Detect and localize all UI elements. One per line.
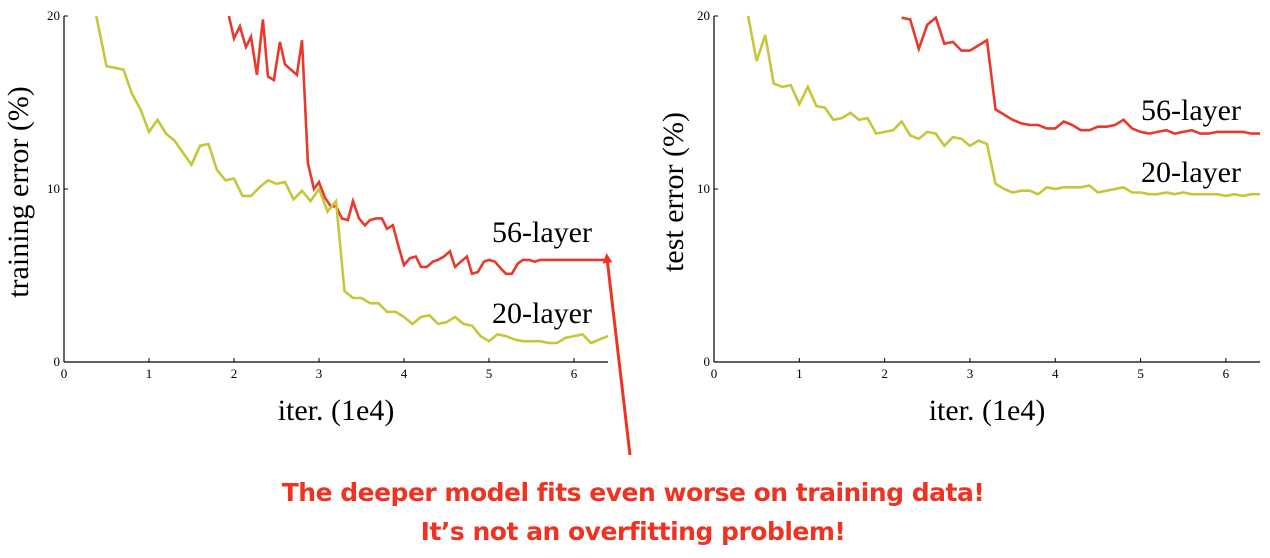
training-x-tick-label: 2 [231, 366, 238, 381]
annotation-arrow [602, 253, 632, 456]
training-x-tick-label: 1 [146, 366, 153, 381]
training-error-chart: 0 1 2 3 4 5 6 0 10 20 iter. (1e4) training error (%… [2, 8, 609, 427]
test-x-tick-label: 5 [1137, 366, 1144, 381]
training-y-tick-label: 10 [47, 181, 60, 196]
training-series-label-20-layer: 20-layer [492, 297, 592, 330]
test-x-axis-label: iter. (1e4) [929, 394, 1046, 427]
test-series-label-56-layer: 56-layer [1141, 94, 1241, 127]
training-x-axis-label: iter. (1e4) [278, 394, 395, 427]
test-x-tick-label: 3 [967, 366, 974, 381]
training-series-line-56-layer [227, 15, 608, 276]
training-series-label-56-layer: 56-layer [492, 216, 592, 249]
training-y-tick-label: 20 [47, 8, 60, 23]
training-x-tick-label: 3 [316, 366, 323, 381]
test-x-tick-label: 0 [711, 366, 718, 381]
training-x-tick-label: 0 [61, 366, 68, 381]
test-y-tick-label: 20 [697, 8, 710, 23]
training-x-tick-label: 5 [486, 366, 493, 381]
test-y-tick-label: 0 [704, 354, 711, 369]
test-y-axis-label: test error (%) [657, 112, 690, 272]
annotation-line-1: The deeper model fits even worse on trai… [282, 478, 985, 507]
test-series-line-56-layer [901, 15, 1260, 135]
test-y-tick-label: 10 [697, 181, 710, 196]
training-x-tick-label: 6 [571, 366, 578, 381]
test-x-tick-label: 1 [796, 366, 803, 381]
training-y-axis-label: training error (%) [2, 86, 35, 298]
test-x-tick-label: 2 [881, 366, 888, 381]
test-x-tick-label: 4 [1052, 366, 1059, 381]
training-y-tick-label: 0 [54, 354, 61, 369]
test-x-tick-label: 6 [1223, 366, 1230, 381]
test-series-label-20-layer: 20-layer [1141, 156, 1241, 189]
training-x-tick-label: 4 [401, 366, 408, 381]
test-series-line-20-layer [746, 15, 1260, 198]
training-series-line-20-layer [95, 15, 609, 345]
annotation-line-2: It’s not an overfitting problem! [421, 517, 846, 546]
test-error-chart: 0 1 2 3 4 5 6 0 10 20 iter. (1e4) test error (%) 56-… [657, 8, 1260, 427]
